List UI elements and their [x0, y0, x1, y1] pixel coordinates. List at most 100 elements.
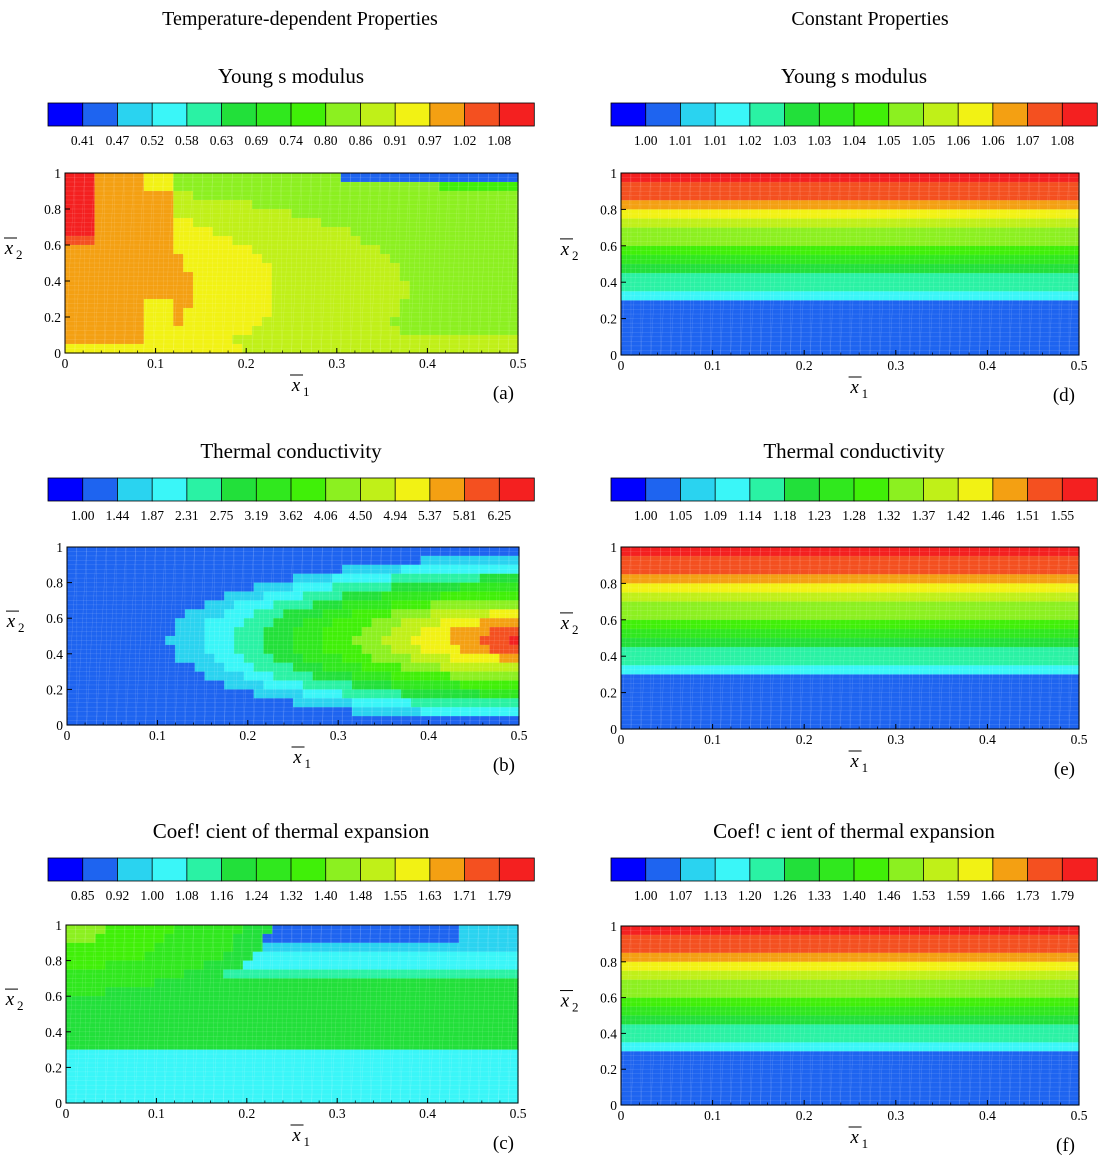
contour-cell [214, 653, 225, 664]
contour-cell [224, 600, 235, 610]
contour-cell [340, 326, 352, 336]
contour-cell [899, 547, 911, 557]
contour-cell [399, 209, 411, 219]
panel-label: (d) [1053, 385, 1075, 406]
contour-cell [261, 344, 273, 354]
contour-cell [163, 209, 174, 219]
contour-cell [350, 969, 362, 979]
contour-cell [322, 627, 333, 637]
contour-cell [351, 662, 363, 673]
contour-cell [700, 327, 712, 338]
contour-cell [1069, 665, 1080, 675]
contour-cell [1019, 656, 1030, 666]
contour-cell [272, 1022, 283, 1033]
contour-cell [429, 987, 440, 997]
contour-cell [380, 969, 391, 979]
y-tick-label: 0 [610, 348, 617, 363]
contour-cell [183, 227, 194, 237]
contour-cell [341, 1058, 352, 1068]
contour-cell [800, 245, 811, 256]
contour-cell [243, 698, 255, 708]
contour-cell [302, 600, 314, 610]
contour-cell [252, 254, 263, 264]
contour-cell [869, 227, 881, 238]
contour-cell [770, 300, 781, 311]
contour-cell [389, 218, 401, 228]
colorbar-swatch [82, 857, 119, 882]
contour-cell [302, 582, 314, 593]
contour-cell [1019, 592, 1030, 603]
contour-cell [489, 627, 500, 637]
contour-cell [979, 182, 990, 192]
contour-cell [322, 680, 333, 690]
colorbar-tick-label: 1.23 [807, 508, 831, 523]
contour-cell [840, 583, 851, 594]
contour-cell [222, 209, 234, 219]
contour-cell [292, 969, 303, 979]
contour-cell [919, 336, 931, 347]
contour-cell [381, 564, 392, 575]
contour-cell [94, 227, 105, 237]
contour-cell [154, 1005, 165, 1015]
contour-cell [184, 618, 196, 628]
contour-cell [508, 308, 519, 318]
contour-cell [224, 591, 235, 601]
contour-cell [949, 291, 961, 301]
contour-cell [458, 344, 470, 354]
contour-cell [321, 1076, 332, 1086]
colorbar-tick-label: 0.47 [106, 133, 130, 148]
contour-cell [301, 1014, 313, 1024]
contour-cell [478, 1094, 490, 1104]
contour-cell [1039, 336, 1050, 347]
contour-cell [508, 1076, 519, 1086]
contour-cell [204, 662, 215, 673]
contour-cell [1029, 683, 1040, 694]
contour-cell [750, 574, 761, 584]
contour-cell [76, 698, 88, 708]
contour-cell [114, 299, 125, 309]
colorbar-tick-label: 1.71 [453, 888, 477, 903]
contour-cell [468, 236, 480, 246]
contour-cell [1049, 592, 1060, 603]
contour-cell [114, 344, 125, 354]
contour-cell [114, 200, 125, 210]
contour-cell [660, 719, 672, 730]
contour-cell [850, 245, 861, 256]
contour-cell [380, 191, 391, 201]
contour-cell [508, 1005, 519, 1015]
contour-cell [969, 565, 981, 575]
contour-cell [242, 254, 253, 264]
colorbar-swatch [818, 102, 855, 127]
contour-cell [700, 610, 712, 621]
contour-cell [939, 227, 951, 238]
contour-cell [96, 707, 107, 717]
contour-cell [750, 291, 761, 301]
contour-cell [840, 218, 851, 229]
contour-cell [173, 272, 184, 282]
contour-cell [1049, 273, 1060, 283]
contour-cell [381, 618, 392, 628]
contour-cell [115, 1067, 126, 1077]
contour-cell [439, 1058, 450, 1068]
contour-cell [979, 254, 990, 265]
contour-cell [400, 942, 411, 953]
contour-cell [252, 263, 263, 273]
contour-cell [660, 300, 672, 311]
contour-cell [183, 987, 195, 997]
contour-cell [293, 644, 304, 655]
contour-cell [116, 653, 127, 664]
contour-cell [1049, 309, 1060, 320]
contour-cell [223, 996, 234, 1006]
contour-cell [630, 638, 642, 648]
contour-cell [95, 960, 106, 971]
contour-cell [680, 291, 692, 301]
contour-cell [243, 618, 255, 628]
contour-cell [979, 173, 990, 183]
contour-cell [114, 326, 125, 336]
contour-cell [420, 680, 432, 690]
contour-cell [1029, 692, 1040, 703]
contour-cell [959, 173, 971, 183]
contour-cell [478, 344, 490, 354]
contour-cell [800, 619, 811, 630]
contour-cell [213, 942, 224, 953]
